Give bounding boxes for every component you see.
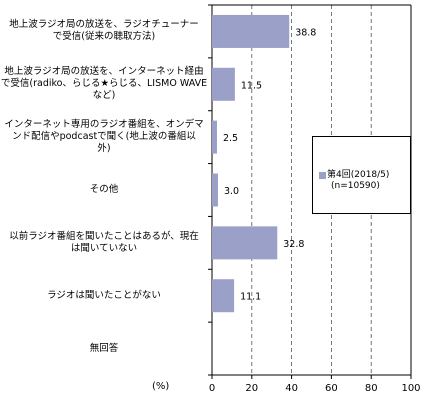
category-label-line: ラジオは聞いたことがない [47, 289, 161, 301]
category-label-line: など) [92, 90, 116, 102]
category-label-line: その他 [89, 184, 119, 195]
x-axis-unit-label: (%) [152, 381, 170, 392]
category-label-0: 地上波ラジオ局の放送を、ラジオチューナー で受信(従来の聴取方法) [0, 19, 208, 43]
category-label-1: 地上波ラジオ局の放送を、インターネット経由 で受信(radiko、らじる★らじる、… [0, 66, 208, 102]
legend-series-name: 第4回(2018/5) [327, 170, 390, 180]
category-label-line: 以前ラジオ番組を聞いたことはあるが、現在 [9, 230, 199, 242]
legend-sample-size: (n=10590) [331, 181, 380, 191]
category-label-3: その他 [0, 184, 208, 196]
bar-3 [212, 173, 218, 207]
data-label-0: 38.8 [295, 27, 316, 38]
category-label-line: で受信(radiko、らじる★らじる、LISMO WAVE [0, 78, 208, 90]
x-tick-label-60: 60 [325, 383, 338, 394]
legend-swatch [319, 172, 326, 179]
x-tick-label-0: 0 [209, 383, 215, 394]
bar-5 [212, 279, 235, 313]
category-label-line: 地上波ラジオ局の放送を、インターネット経由 [4, 66, 204, 78]
x-tick-label-20: 20 [245, 383, 258, 394]
category-label-6: 無回答 [0, 343, 208, 355]
legend: 第4回(2018/5) (n=10590) [312, 136, 411, 214]
category-label-line: 地上波ラジオ局の放送を、ラジオチューナー [9, 19, 199, 31]
x-tick-label-40: 40 [285, 383, 298, 394]
bar-1 [212, 67, 235, 101]
category-label-2: インターネット専用のラジオ番組を、オンデマ ンド配信やpodcastで聞く(地上波… [0, 119, 208, 155]
data-label-1: 11.5 [241, 80, 262, 91]
category-label-line: 無回答 [89, 342, 119, 354]
data-label-3: 3.0 [224, 186, 239, 197]
category-label-line: 外) [97, 143, 111, 155]
category-label-line: ンド配信やpodcastで聞く(地上波の番組以 [12, 131, 196, 143]
category-label-line: で受信(従来の聴取方法) [52, 31, 156, 43]
bar-2 [212, 120, 217, 154]
x-tick-label-80: 80 [365, 383, 378, 394]
category-label-5: ラジオは聞いたことがない [0, 290, 208, 302]
bar-0 [212, 14, 290, 48]
category-label-line: は聞いていない [70, 242, 138, 254]
category-label-line: インターネット専用のラジオ番組を、オンデマ [4, 119, 204, 131]
data-label-2: 2.5 [223, 133, 238, 144]
bar-4 [212, 226, 278, 260]
x-tick-label-100: 100 [401, 383, 420, 394]
data-label-4: 32.8 [283, 239, 304, 250]
data-label-5: 11.1 [240, 292, 261, 303]
category-label-4: 以前ラジオ番組を聞いたことはあるが、現在 は聞いていない [0, 231, 208, 255]
